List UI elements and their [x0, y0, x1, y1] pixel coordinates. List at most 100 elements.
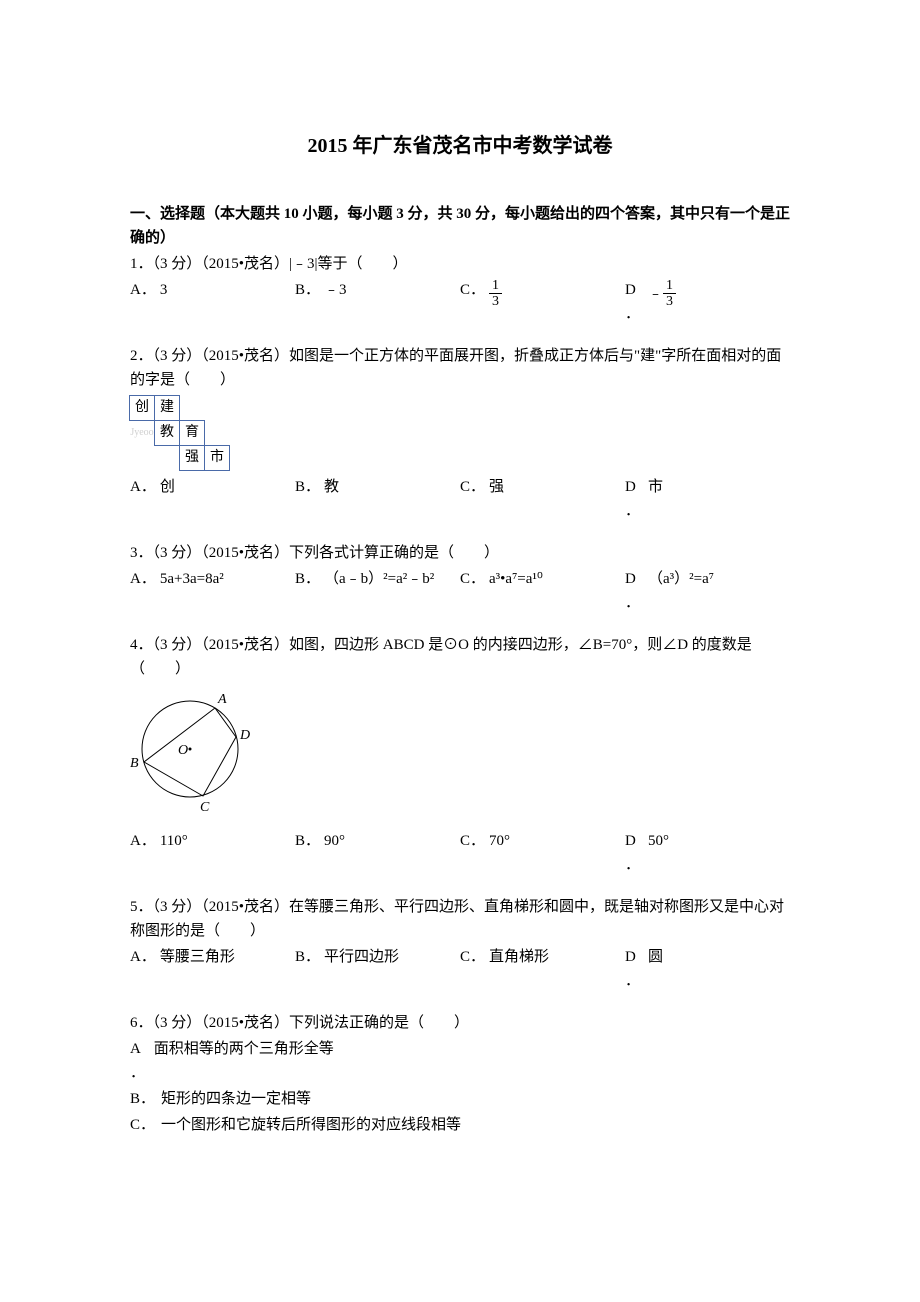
inscribed-quad-diagram: O A B C D [130, 687, 790, 823]
option-value: ﹣ 1 3 [648, 278, 676, 310]
q3-option-a: A． 5a+3a=8a² [130, 567, 295, 615]
q2-prompt: 2．（3 分）（2015•茂名）如图是一个正方体的平面展开图，折叠成正方体后与"… [130, 344, 790, 392]
q4-options: A． 110° B． 90° C． 70° D ． 50° [130, 829, 790, 877]
cube-spacer [154, 445, 180, 471]
label-a: A [217, 692, 227, 707]
option-letter: B． [295, 945, 320, 969]
option-value: 平行四边形 [324, 945, 399, 969]
q5-option-b: B． 平行四边形 [295, 945, 460, 993]
option-value: 面积相等的两个三角形全等 [154, 1041, 334, 1057]
question-2: 2．（3 分）（2015•茂名）如图是一个正方体的平面展开图，折叠成正方体后与"… [130, 344, 790, 523]
cube-net-diagram: 创 建 Jyeoo 教 育 强 市 [130, 396, 790, 471]
q4-option-a: A． 110° [130, 829, 295, 877]
option-value: 直角梯形 [489, 945, 549, 969]
q1-option-c: C． 1 3 [460, 278, 625, 326]
option-letter: B． [295, 567, 320, 591]
q4-option-b: B． 90° [295, 829, 460, 877]
option-letter: A [130, 1041, 144, 1057]
option-value: 创 [160, 475, 175, 499]
section-1-header: 一、选择题（本大题共 10 小题，每小题 3 分，共 30 分，每小题给出的四个… [130, 202, 790, 250]
q1-prompt: 1．（3 分）（2015•茂名）|﹣3|等于（ ） [130, 252, 790, 276]
cube-cell: 强 [179, 445, 205, 471]
denominator: 3 [663, 294, 676, 309]
q1-option-d: D ． ﹣ 1 3 [625, 278, 790, 326]
cube-spacer [129, 445, 155, 471]
q4-option-d: D ． 50° [625, 829, 790, 877]
q6-option-c: C． 一个图形和它旋转后所得图形的对应线段相等 [130, 1113, 790, 1137]
option-letter: D ． [625, 945, 640, 993]
q2-option-c: C． 强 [460, 475, 625, 523]
option-letter: A． [130, 945, 156, 969]
fraction: 1 3 [489, 278, 502, 310]
option-value: （a³）²=a⁷ [648, 567, 714, 591]
label-c: C [200, 800, 210, 815]
q1-options: A． 3 B． ﹣3 C． 1 3 D ． ﹣ 1 3 [130, 278, 790, 326]
option-letter: D ． [625, 278, 640, 326]
option-value: 90° [324, 829, 345, 853]
option-letter: A． [130, 829, 156, 853]
question-3: 3．（3 分）（2015•茂名）下列各式计算正确的是（ ） A． 5a+3a=8… [130, 541, 790, 615]
option-value: 教 [324, 475, 339, 499]
option-value: 等腰三角形 [160, 945, 235, 969]
q6-option-b: B．矩形的四条边一定相等 [130, 1087, 790, 1111]
q3-options: A． 5a+3a=8a² B． （a﹣b）²=a²﹣b² C． a³•a⁷=a¹… [130, 567, 790, 615]
option-letter: D ． [625, 567, 640, 615]
cube-cell: 市 [204, 445, 230, 471]
option-letter: A． [130, 278, 156, 302]
q3-option-c: C． a³•a⁷=a¹⁰ [460, 567, 625, 615]
fraction: 1 3 [663, 278, 676, 310]
cube-cell: 建 [154, 395, 180, 421]
circle-quad-svg: O A B C D [130, 687, 258, 815]
q5-options: A． 等腰三角形 B． 平行四边形 C． 直角梯形 D ． 圆 [130, 945, 790, 993]
quadrilateral-abcd [144, 708, 236, 796]
numerator: 1 [489, 278, 502, 294]
q2-option-a: A． 创 [130, 475, 295, 523]
option-letter: C． [460, 829, 485, 853]
option-value: 强 [489, 475, 504, 499]
q5-option-c: C． 直角梯形 [460, 945, 625, 993]
option-letter: C． [130, 1113, 155, 1137]
option-value: 50° [648, 829, 669, 853]
label-b: B [130, 756, 139, 771]
question-1: 1．（3 分）（2015•茂名）|﹣3|等于（ ） A． 3 B． ﹣3 C． … [130, 252, 790, 326]
option-letter: B． [295, 278, 320, 302]
option-letter: C． [460, 567, 485, 591]
option-value: （a﹣b）²=a²﹣b² [324, 567, 434, 591]
q2-option-d: D ． 市 [625, 475, 790, 523]
q3-option-d: D ． （a³）²=a⁷ [625, 567, 790, 615]
option-letter: D ． [625, 829, 640, 877]
option-letter: A． [130, 475, 156, 499]
q6-prompt: 6．（3 分）（2015•茂名）下列说法正确的是（ ） [130, 1011, 790, 1035]
option-value: 110° [160, 829, 188, 853]
q1-option-b: B． ﹣3 [295, 278, 460, 326]
option-letter: C． [460, 278, 485, 302]
question-5: 5．（3 分）（2015•茂名）在等腰三角形、平行四边形、直角梯形和圆中，既是轴… [130, 895, 790, 993]
option-dot: ． [130, 1061, 790, 1085]
cube-cell: 创 [129, 395, 155, 421]
q5-option-a: A． 等腰三角形 [130, 945, 295, 993]
cube-cell: 教 [154, 420, 180, 446]
numerator: 1 [663, 278, 676, 294]
option-letter: B． [295, 829, 320, 853]
q2-options: A． 创 B． 教 C． 强 D ． 市 [130, 475, 790, 523]
option-value: 5a+3a=8a² [160, 567, 224, 591]
question-6: 6．（3 分）（2015•茂名）下列说法正确的是（ ） A 面积相等的两个三角形… [130, 1011, 790, 1137]
label-o: O [178, 743, 188, 758]
q5-prompt: 5．（3 分）（2015•茂名）在等腰三角形、平行四边形、直角梯形和圆中，既是轴… [130, 895, 790, 943]
option-value: ﹣3 [324, 278, 347, 302]
option-value: 圆 [648, 945, 663, 969]
q2-option-b: B． 教 [295, 475, 460, 523]
denominator: 3 [489, 294, 502, 309]
option-value: 市 [648, 475, 663, 499]
option-value: a³•a⁷=a¹⁰ [489, 567, 543, 591]
q1-option-a: A． 3 [130, 278, 295, 326]
question-4: 4．（3 分）（2015•茂名）如图，四边形 ABCD 是⊙O 的内接四边形，∠… [130, 633, 790, 877]
q6-option-a: A 面积相等的两个三角形全等 ． [130, 1037, 790, 1085]
q4-prompt: 4．（3 分）（2015•茂名）如图，四边形 ABCD 是⊙O 的内接四边形，∠… [130, 633, 790, 681]
page-title: 2015 年广东省茂名市中考数学试卷 [130, 130, 790, 162]
q3-option-b: B． （a﹣b）²=a²﹣b² [295, 567, 460, 615]
option-value: 一个图形和它旋转后所得图形的对应线段相等 [161, 1117, 461, 1133]
option-letter: B． [295, 475, 320, 499]
option-value: 70° [489, 829, 510, 853]
option-value: 3 [160, 278, 168, 302]
